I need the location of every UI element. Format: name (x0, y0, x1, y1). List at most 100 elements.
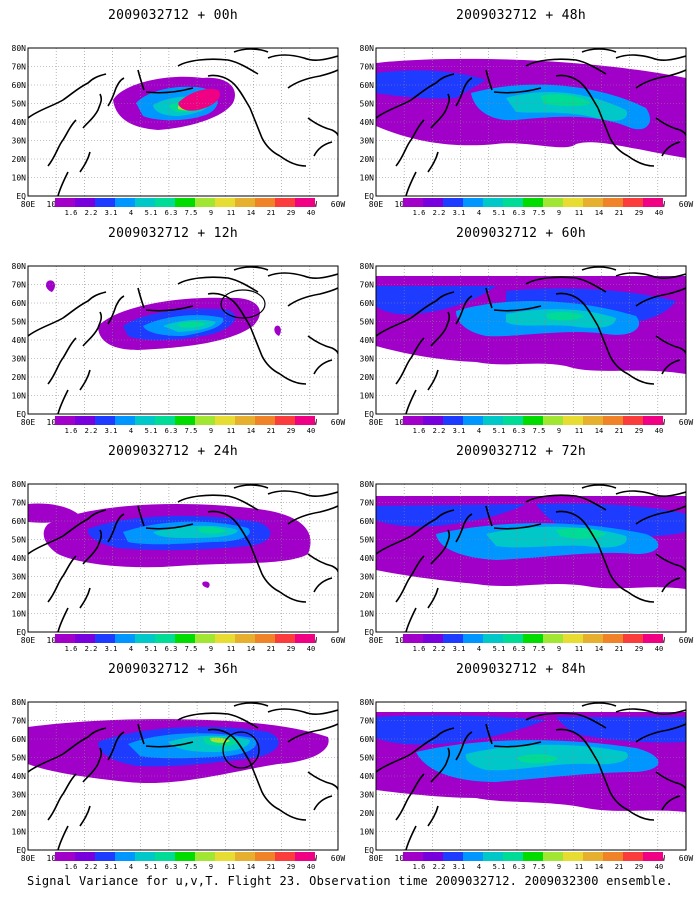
legend-swatch (75, 852, 95, 861)
legend-label: 4 (128, 427, 134, 435)
legend-label: 40 (306, 645, 316, 653)
lat-tick-label: 80N (360, 698, 375, 707)
coastline (395, 119, 425, 167)
legend-label: 6.3 (512, 209, 526, 217)
legend-swatch (483, 198, 503, 207)
legend-swatch (643, 198, 663, 207)
coastline (307, 771, 338, 791)
variance-contour (516, 754, 558, 764)
legend-label: 40 (654, 645, 664, 653)
coastline (581, 484, 617, 489)
variance-map: 80N70N60N50N40N30N20N10NEQ80E100E120E140… (12, 480, 346, 645)
coastline (635, 69, 686, 89)
lat-tick-label: 40N (360, 772, 375, 781)
variance-contour (178, 321, 206, 328)
legend-label: 6.3 (512, 427, 526, 435)
variance-contour (28, 503, 78, 523)
lat-tick-label: 70N (360, 499, 375, 508)
panel-title: 2009032712 + 00h (107, 8, 239, 23)
coastline (287, 723, 338, 743)
legend-label: 5.1 (492, 863, 506, 871)
legend-label: 3.1 (452, 209, 466, 217)
legend-swatch (423, 416, 443, 425)
legend-swatch (423, 634, 443, 643)
legend-swatch (583, 198, 603, 207)
legend-swatch (643, 634, 663, 643)
coastline (145, 305, 194, 312)
coastline (405, 389, 417, 414)
coastline (307, 553, 338, 573)
lat-tick-label: 40N (12, 336, 27, 345)
coastline (661, 795, 681, 811)
legend-label: 21 (614, 209, 624, 217)
legend-label: 6.3 (164, 209, 178, 217)
lat-tick-label: EQ (16, 846, 26, 855)
legend-swatch (215, 416, 235, 425)
coastline (376, 73, 455, 119)
legend-swatch (235, 852, 255, 861)
legend-swatch (483, 416, 503, 425)
lat-tick-label: 30N (12, 573, 27, 582)
coastline (493, 741, 542, 748)
lat-tick-label: 20N (12, 591, 27, 600)
legend-label: 3.1 (452, 863, 466, 871)
map-panel: 2009032712 + 24h 80N 70N 60N 50N 40N 30N 20N 10N… (8, 444, 348, 654)
coastline (207, 74, 251, 109)
variance-contour (376, 504, 526, 527)
legend-label: 7.5 (532, 863, 546, 871)
legend-swatch (543, 198, 563, 207)
coastline (233, 266, 269, 271)
legend-label: 21 (614, 863, 624, 871)
coastline (597, 107, 629, 157)
variance-contour (376, 715, 546, 745)
legend-label: 1.6 (412, 863, 426, 871)
coastline (57, 389, 69, 414)
coastline (430, 747, 451, 783)
legend-label: 14 (594, 427, 604, 435)
coastline (627, 591, 655, 603)
coastline (376, 509, 455, 555)
coastline (233, 484, 269, 489)
legend-swatch (295, 198, 315, 207)
legend-label: 3.1 (104, 863, 118, 871)
variance-contour (198, 527, 226, 534)
coastline (655, 117, 686, 137)
coastline (145, 741, 194, 748)
legend-label: 29 (286, 645, 296, 653)
legend-label: 21 (266, 645, 276, 653)
lat-tick-label: 40N (12, 772, 27, 781)
legend-label: 6.3 (512, 645, 526, 653)
legend-swatch (175, 852, 195, 861)
legend-swatch (523, 634, 543, 643)
legend-swatch (215, 852, 235, 861)
map-panel: 2009032712 + 72h 80N 70N 60N 50N 40N 30N 20N 10N… (356, 444, 696, 654)
coastline (627, 155, 655, 167)
lat-tick-label: 70N (360, 717, 375, 726)
legend-label: 7.5 (532, 645, 546, 653)
legend-label: 5.1 (144, 863, 158, 871)
legend-label: 9 (208, 863, 214, 871)
lat-tick-label: 30N (360, 137, 375, 146)
variance-map: 80N70N60N50N40N30N20N10NEQ80E100E120E140… (360, 44, 694, 209)
legend-label: 9 (208, 427, 214, 435)
coastline (137, 287, 145, 309)
legend-label: 4 (128, 863, 134, 871)
legend-swatch (583, 852, 603, 861)
legend-label: 6.3 (164, 427, 178, 435)
lon-tick-label: 80E (369, 200, 384, 209)
legend-label: 11 (226, 427, 236, 435)
legend-label: 40 (654, 863, 664, 871)
legend-swatch (75, 634, 95, 643)
legend-label: 11 (226, 863, 236, 871)
lat-tick-label: EQ (16, 410, 26, 419)
lon-tick-label: 80E (21, 636, 36, 645)
lat-tick-label: 30N (12, 137, 27, 146)
coastline (307, 335, 338, 355)
coastline (79, 805, 91, 827)
legend-swatch (563, 416, 583, 425)
legend-label: 14 (246, 209, 256, 217)
coastline (525, 712, 607, 729)
coastline (430, 311, 451, 347)
legend-swatch (235, 198, 255, 207)
legend-label: 14 (246, 427, 256, 435)
